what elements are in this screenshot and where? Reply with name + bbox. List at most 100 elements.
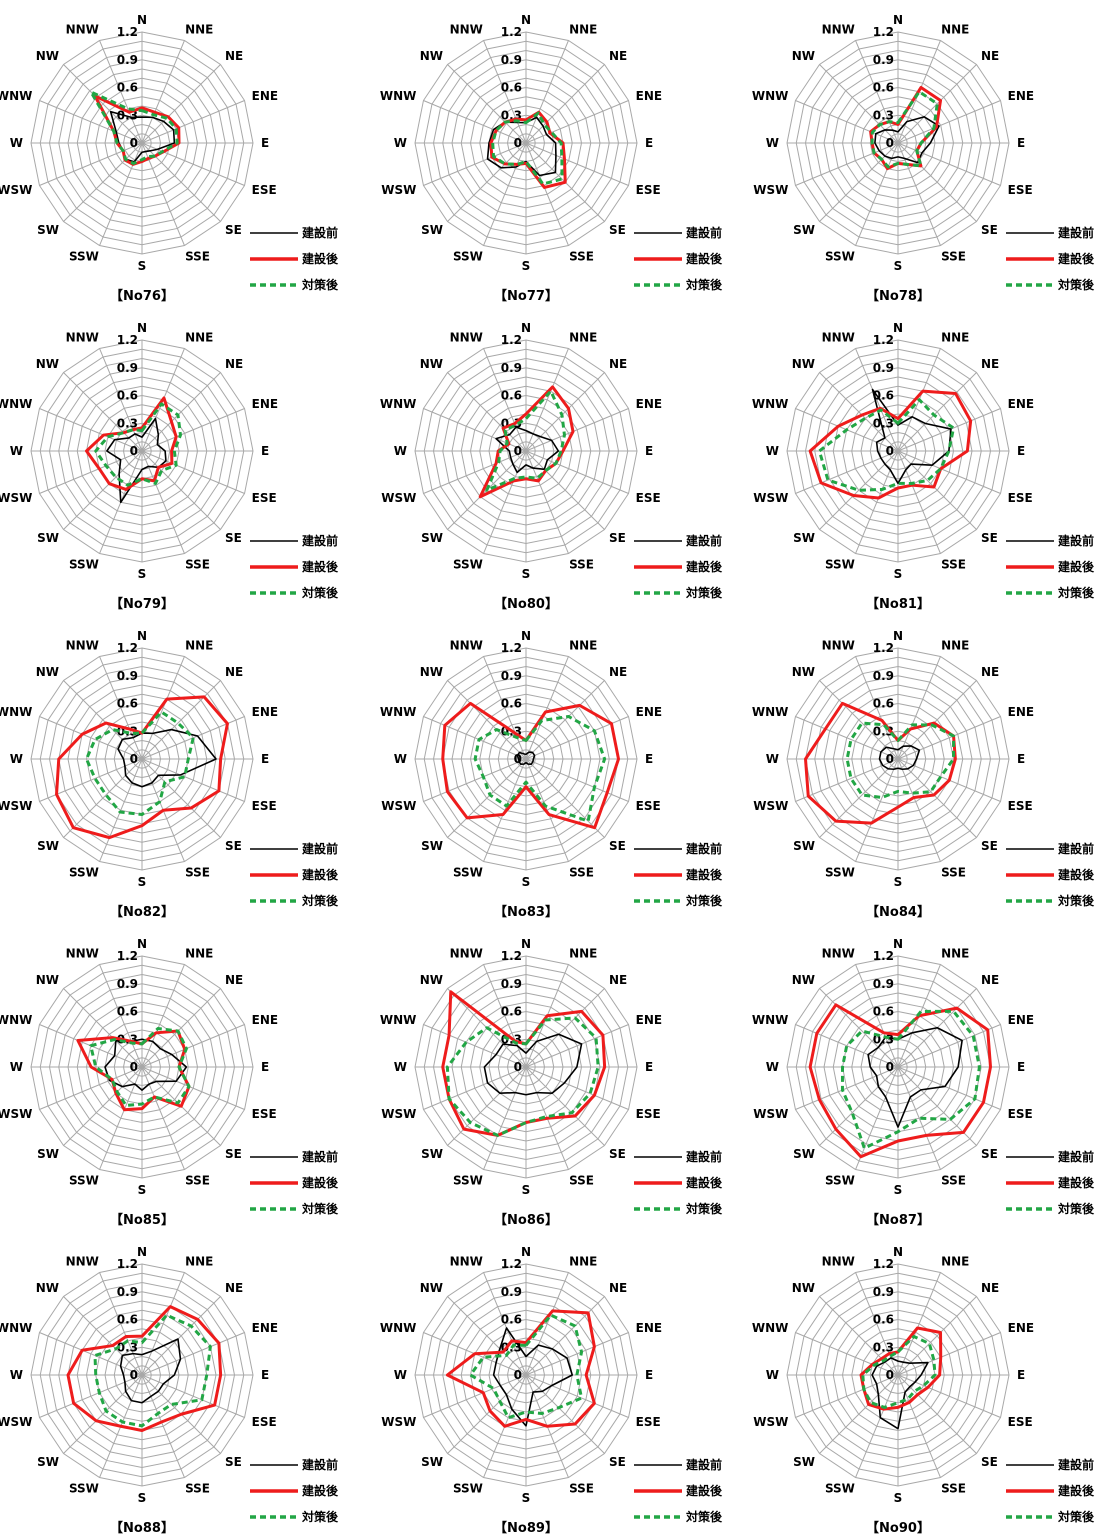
direction-label: SSE [941,558,966,572]
grid-spoke [423,450,527,494]
direction-label: N [521,1245,531,1259]
legend-label: 建設後 [685,867,723,882]
grid-spoke [525,408,629,452]
grid-spoke [525,372,605,452]
legend-label: 建設前 [685,841,722,856]
direction-label: SSE [185,250,210,264]
series-polygon [489,110,567,189]
chart-title: 【No76】 [110,288,174,304]
radial-tick-label: 0.6 [117,1005,138,1019]
grid-spoke [423,100,527,144]
direction-label: WSW [753,491,788,505]
grid-spoke [63,372,143,452]
direction-label: ENE [636,397,662,411]
direction-label: SW [793,1455,815,1469]
series-polygon [491,111,564,186]
grid-spoke [525,100,629,144]
radial-tick-label: 0.9 [501,669,522,683]
grid-spoke [525,142,629,186]
series-polygon [55,695,229,840]
chart-title: 【No89】 [494,1520,558,1536]
direction-label: SSW [453,1174,483,1188]
radial-tick-label: 0.9 [501,1285,522,1299]
radar-chart: NNNENEENEEESESESSESSSWSWWSWWWNWNWNNW00.3… [752,321,1095,612]
series-polygon [483,1033,583,1096]
direction-label: SSE [569,1174,594,1188]
radial-tick-label: 1.2 [873,641,894,655]
direction-label: NNW [822,22,855,36]
radial-tick-label: 0 [130,752,138,766]
legend-label: 建設後 [301,1483,339,1498]
direction-label: NE [225,49,243,63]
grid-spoke [525,1374,629,1418]
grid-spoke [447,64,527,144]
legend-label: 建設前 [1057,533,1094,548]
direction-label: W [10,1060,23,1074]
legend-label: 建設前 [301,841,338,856]
grid-spoke [447,372,527,452]
direction-label: NNW [822,330,855,344]
series-polygon [106,417,167,504]
grid-spoke [819,142,899,222]
direction-label: SSE [941,1482,966,1496]
direction-label: E [1017,1060,1025,1074]
grid-spoke [855,142,899,246]
radar-chart: NNNENEENEEESESESSESSSWSWWSWWWNWNWNNW00.3… [380,937,723,1228]
series-polygon [109,110,176,163]
direction-label: NNE [185,22,213,36]
grid-spoke [141,680,221,760]
direction-label: NNE [941,22,969,36]
grid-spoke [525,1332,629,1376]
direction-label: SW [421,1455,443,1469]
direction-label: N [137,13,147,27]
radar-chart: NNNENEENEEESESESSESSSWSWWSWWWNWNWNNW00.3… [752,629,1095,920]
grid-spoke [141,1296,221,1376]
direction-label: SSE [941,1174,966,1188]
radar-chart: NNNENEENEEESESESSESSSWSWWSWWWNWNWNNW00.3… [380,13,723,304]
direction-label: SW [793,531,815,545]
direction-label: NW [420,357,443,371]
grid-spoke [897,758,941,862]
radial-tick-label: 0.6 [501,1005,522,1019]
direction-label: ENE [636,1321,662,1335]
direction-label: NE [225,973,243,987]
grid-spoke [855,758,899,862]
direction-label: ENE [252,1013,278,1027]
direction-label: NNW [66,946,99,960]
legend-label: 建設前 [1057,225,1094,240]
grid-spoke [141,1066,245,1110]
series-polygon [871,388,952,485]
grid-spoke [897,142,941,246]
direction-label: ENE [252,89,278,103]
direction-label: NNW [450,638,483,652]
legend-label: 建設後 [685,251,723,266]
direction-label: WNW [0,397,32,411]
radial-tick-label: 0 [886,752,894,766]
direction-label: ENE [1008,89,1034,103]
direction-label: W [394,1368,407,1382]
direction-label: NNW [450,22,483,36]
direction-label: SSW [69,558,99,572]
direction-label: NNE [941,330,969,344]
direction-label: S [522,1491,531,1505]
direction-label: WNW [752,705,789,719]
grid-spoke [525,450,629,494]
series-polygon [94,402,182,487]
grid-spoke [39,450,143,494]
direction-label: NNW [822,1254,855,1268]
direction-label: WNW [0,1321,32,1335]
legend-label: 建設前 [685,225,722,240]
grid-spoke [141,1272,185,1376]
direction-label: ESE [252,799,277,813]
direction-label: S [522,567,531,581]
direction-label: SW [793,839,815,853]
chart-title: 【No78】 [866,288,930,304]
series-polygon [808,389,973,500]
direction-label: N [893,937,903,951]
grid-spoke [39,716,143,760]
legend-label: 建設前 [1057,1457,1094,1472]
radial-tick-label: 0 [130,1368,138,1382]
radial-tick-label: 0 [130,136,138,150]
radial-tick-label: 0.9 [873,53,894,67]
direction-label: ESE [636,1107,661,1121]
